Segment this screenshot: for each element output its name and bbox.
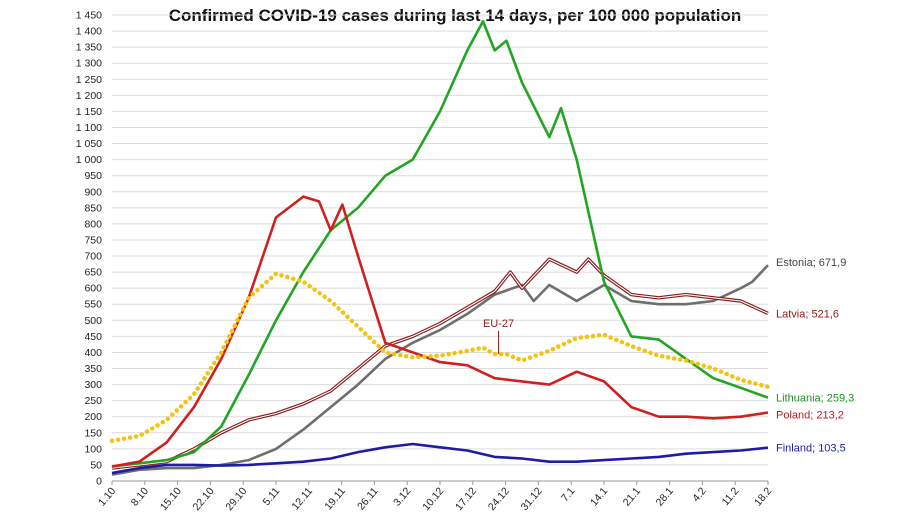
y-tick-label: 100 — [84, 443, 102, 455]
x-tick-label: 4.2 — [690, 485, 709, 504]
x-tick-label: 1.10 — [96, 485, 118, 508]
y-tick-label: 1 450 — [76, 10, 102, 22]
series-labels: Estonia; 671,9 Latvia; 521,6 Lithuania; 25… — [483, 257, 854, 455]
y-tick-label: 700 — [84, 251, 102, 263]
y-tick-label: 1 100 — [76, 122, 102, 134]
y-tick-label: 1 300 — [76, 58, 102, 70]
eu27-annotation: EU-27 — [483, 318, 514, 330]
estonia-series-line — [111, 264, 769, 476]
y-tick-label: 1 250 — [76, 74, 102, 86]
y-tick-label: 1 200 — [76, 90, 102, 102]
x-tick-label: 22.10 — [191, 485, 217, 513]
latvia-end-label: Latvia; 521,6 — [776, 308, 839, 320]
y-tick-label: 950 — [84, 170, 102, 182]
y-tick-label: 300 — [84, 379, 102, 391]
x-tick-label: 24.12 — [486, 485, 512, 513]
x-tick-label: 12.11 — [290, 485, 316, 512]
finland-end-label: Finland; 103,5 — [776, 443, 846, 455]
y-tick-label: 1 000 — [76, 154, 102, 166]
poland-series-line — [111, 195, 769, 468]
y-tick-label: 150 — [84, 427, 102, 439]
y-tick-label: 550 — [84, 299, 102, 311]
x-tick-label: 3.12 — [391, 485, 413, 508]
x-tick-label: 18.2 — [752, 485, 774, 508]
estonia-end-label: Estonia; 671,9 — [776, 257, 846, 269]
axes: 0 50 100 150 200 250 300 350 400 450 500 550 600 650 7… — [76, 10, 775, 514]
y-tick-label: 250 — [84, 395, 102, 407]
y-tick-label: 800 — [84, 218, 102, 230]
y-tick-label: 850 — [84, 202, 102, 214]
series-lines — [109, 20, 771, 476]
y-tick-label: 600 — [84, 283, 102, 295]
x-tick-label: 8.10 — [129, 485, 151, 508]
eu-27-series-line — [109, 271, 771, 444]
y-tick-label: 500 — [84, 315, 102, 327]
x-tick-label: 26.11 — [355, 485, 381, 512]
y-tick-label: 750 — [84, 234, 102, 246]
x-tick-label: 11.2 — [720, 485, 742, 508]
y-tick-label: 1 050 — [76, 138, 102, 150]
lithuania-series-line — [111, 20, 769, 468]
x-tick-label: 15.10 — [158, 485, 184, 513]
y-tick-label: 1 400 — [76, 26, 102, 38]
x-tick-label: 14.1 — [588, 485, 610, 508]
y-tick-label: 450 — [84, 331, 102, 343]
x-tick-label: 31.12 — [519, 485, 545, 513]
lithuania-end-label: Lithuania; 259,3 — [776, 393, 854, 405]
y-tick-label: 0 — [96, 476, 102, 488]
finland-series-line — [111, 442, 769, 475]
x-tick-label: 7.1 — [559, 485, 578, 504]
y-tick-label: 350 — [84, 363, 102, 375]
y-tick-label: 900 — [84, 186, 102, 198]
y-tick-label: 400 — [84, 347, 102, 359]
x-tick-label: 10.12 — [420, 485, 446, 513]
poland-end-label: Poland; 213,2 — [776, 409, 844, 421]
x-tick-label: 21.1 — [621, 485, 643, 508]
x-tick-label: 29.10 — [223, 485, 249, 513]
x-tick-label: 28.1 — [654, 485, 676, 508]
y-tick-label: 50 — [90, 459, 102, 471]
x-tick-label: 17.12 — [453, 485, 479, 513]
y-tick-label: 650 — [84, 267, 102, 279]
x-tick-label: 19.11 — [322, 485, 348, 512]
gridlines — [112, 14, 768, 482]
latvia-series-line-inner — [111, 258, 769, 469]
y-tick-label: 1 350 — [76, 42, 102, 54]
y-tick-label: 200 — [84, 411, 102, 423]
y-tick-label: 1 150 — [76, 106, 102, 118]
x-tick-label: 5.11 — [260, 485, 282, 508]
